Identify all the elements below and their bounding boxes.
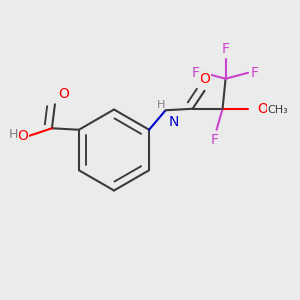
Text: H: H — [157, 100, 166, 110]
Text: O: O — [199, 72, 210, 86]
Text: F: F — [251, 66, 259, 80]
Text: CH₃: CH₃ — [268, 105, 288, 115]
Text: F: F — [211, 133, 219, 147]
Text: O: O — [17, 129, 28, 143]
Text: O: O — [257, 102, 268, 116]
Text: N: N — [169, 115, 179, 129]
Text: O: O — [58, 87, 69, 101]
Text: F: F — [192, 66, 200, 80]
Text: F: F — [222, 42, 230, 56]
Text: H: H — [9, 128, 18, 141]
